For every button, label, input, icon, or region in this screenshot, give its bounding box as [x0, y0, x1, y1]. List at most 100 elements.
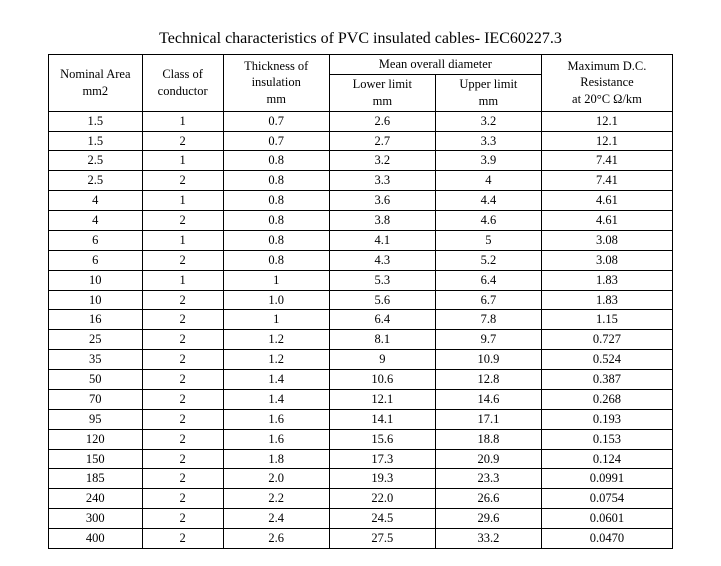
cell-cls: 1	[142, 151, 223, 171]
cell-ll: 3.6	[329, 191, 435, 211]
table-row: 2521.28.19.70.727	[49, 330, 673, 350]
cell-cls: 2	[142, 370, 223, 390]
cell-ll: 3.2	[329, 151, 435, 171]
cell-res: 7.41	[541, 151, 672, 171]
col-header-lower-limit: Lower limit mm	[329, 74, 435, 111]
cell-area: 1.5	[49, 131, 143, 151]
cell-cls: 2	[142, 449, 223, 469]
cell-thk: 2.6	[223, 529, 329, 549]
cell-res: 0.0754	[541, 489, 672, 509]
cell-ul: 3.3	[435, 131, 541, 151]
cell-area: 400	[49, 529, 143, 549]
cell-res: 4.61	[541, 211, 672, 231]
cell-area: 35	[49, 350, 143, 370]
cell-ll: 12.1	[329, 389, 435, 409]
col-header-thickness: Thickness of insulation mm	[223, 55, 329, 112]
cell-area: 10	[49, 290, 143, 310]
cell-ll: 6.4	[329, 310, 435, 330]
cell-res: 12.1	[541, 111, 672, 131]
cell-res: 0.0601	[541, 509, 672, 529]
cell-res: 1.15	[541, 310, 672, 330]
cell-cls: 2	[142, 310, 223, 330]
cell-thk: 1	[223, 270, 329, 290]
cell-ul: 9.7	[435, 330, 541, 350]
cell-ul: 3.2	[435, 111, 541, 131]
table-row: 1021.05.66.71.83	[49, 290, 673, 310]
cell-res: 0.727	[541, 330, 672, 350]
header-res-l2: Resistance	[580, 75, 633, 89]
cell-area: 150	[49, 449, 143, 469]
cell-res: 0.387	[541, 370, 672, 390]
table-row: 7021.412.114.60.268	[49, 389, 673, 409]
table-row: 15021.817.320.90.124	[49, 449, 673, 469]
cell-res: 4.61	[541, 191, 672, 211]
cell-ul: 4	[435, 171, 541, 191]
table-row: 12021.615.618.80.153	[49, 429, 673, 449]
cell-thk: 0.7	[223, 111, 329, 131]
cell-thk: 0.8	[223, 171, 329, 191]
cell-res: 1.83	[541, 270, 672, 290]
cell-cls: 1	[142, 270, 223, 290]
header-class-l2: conductor	[158, 84, 208, 98]
cell-cls: 1	[142, 111, 223, 131]
cell-cls: 2	[142, 389, 223, 409]
cell-res: 3.08	[541, 250, 672, 270]
header-area-l1: Nominal Area	[60, 67, 130, 81]
cell-area: 4	[49, 211, 143, 231]
cell-ll: 22.0	[329, 489, 435, 509]
cell-area: 240	[49, 489, 143, 509]
cell-cls: 2	[142, 171, 223, 191]
cell-cls: 2	[142, 469, 223, 489]
cell-ll: 3.8	[329, 211, 435, 231]
table-row: 40022.627.533.20.0470	[49, 529, 673, 549]
cell-thk: 1.0	[223, 290, 329, 310]
cell-thk: 0.8	[223, 191, 329, 211]
cell-area: 185	[49, 469, 143, 489]
cell-ul: 6.7	[435, 290, 541, 310]
cell-res: 0.0470	[541, 529, 672, 549]
cell-area: 2.5	[49, 171, 143, 191]
header-thk-l3: mm	[267, 92, 286, 106]
cell-thk: 1.4	[223, 370, 329, 390]
col-header-resistance: Maximum D.C. Resistance at 20°C Ω/km	[541, 55, 672, 112]
col-header-area: Nominal Area mm2	[49, 55, 143, 112]
cell-res: 0.524	[541, 350, 672, 370]
cell-cls: 2	[142, 529, 223, 549]
cell-cls: 2	[142, 509, 223, 529]
table-row: 18522.019.323.30.0991	[49, 469, 673, 489]
cell-ll: 17.3	[329, 449, 435, 469]
table-row: 16216.47.81.15	[49, 310, 673, 330]
col-header-upper-limit: Upper limit mm	[435, 74, 541, 111]
cell-thk: 2.0	[223, 469, 329, 489]
cell-area: 16	[49, 310, 143, 330]
header-ul-l2: mm	[479, 94, 498, 108]
cable-table: Nominal Area mm2 Class of conductor Thic…	[48, 54, 673, 549]
cell-res: 0.124	[541, 449, 672, 469]
cell-ul: 18.8	[435, 429, 541, 449]
cell-area: 6	[49, 230, 143, 250]
table-row: 30022.424.529.60.0601	[49, 509, 673, 529]
cell-cls: 2	[142, 131, 223, 151]
table-row: 3521.2910.90.524	[49, 350, 673, 370]
cell-ll: 27.5	[329, 529, 435, 549]
table-row: 620.84.35.23.08	[49, 250, 673, 270]
table-row: 10115.36.41.83	[49, 270, 673, 290]
cell-area: 120	[49, 429, 143, 449]
cell-area: 95	[49, 409, 143, 429]
cell-cls: 2	[142, 290, 223, 310]
table-row: 410.83.64.44.61	[49, 191, 673, 211]
cell-ul: 26.6	[435, 489, 541, 509]
cell-cls: 2	[142, 250, 223, 270]
table-row: 2.510.83.23.97.41	[49, 151, 673, 171]
table-row: 610.84.153.08	[49, 230, 673, 250]
cell-thk: 1.4	[223, 389, 329, 409]
cell-ul: 5	[435, 230, 541, 250]
cell-res: 0.0991	[541, 469, 672, 489]
table-row: 9521.614.117.10.193	[49, 409, 673, 429]
header-res-l3: at 20°C Ω/km	[572, 92, 642, 106]
table-row: 420.83.84.64.61	[49, 211, 673, 231]
cell-ll: 2.6	[329, 111, 435, 131]
cell-ul: 12.8	[435, 370, 541, 390]
cell-thk: 1.2	[223, 330, 329, 350]
header-area-l2: mm2	[82, 84, 108, 98]
